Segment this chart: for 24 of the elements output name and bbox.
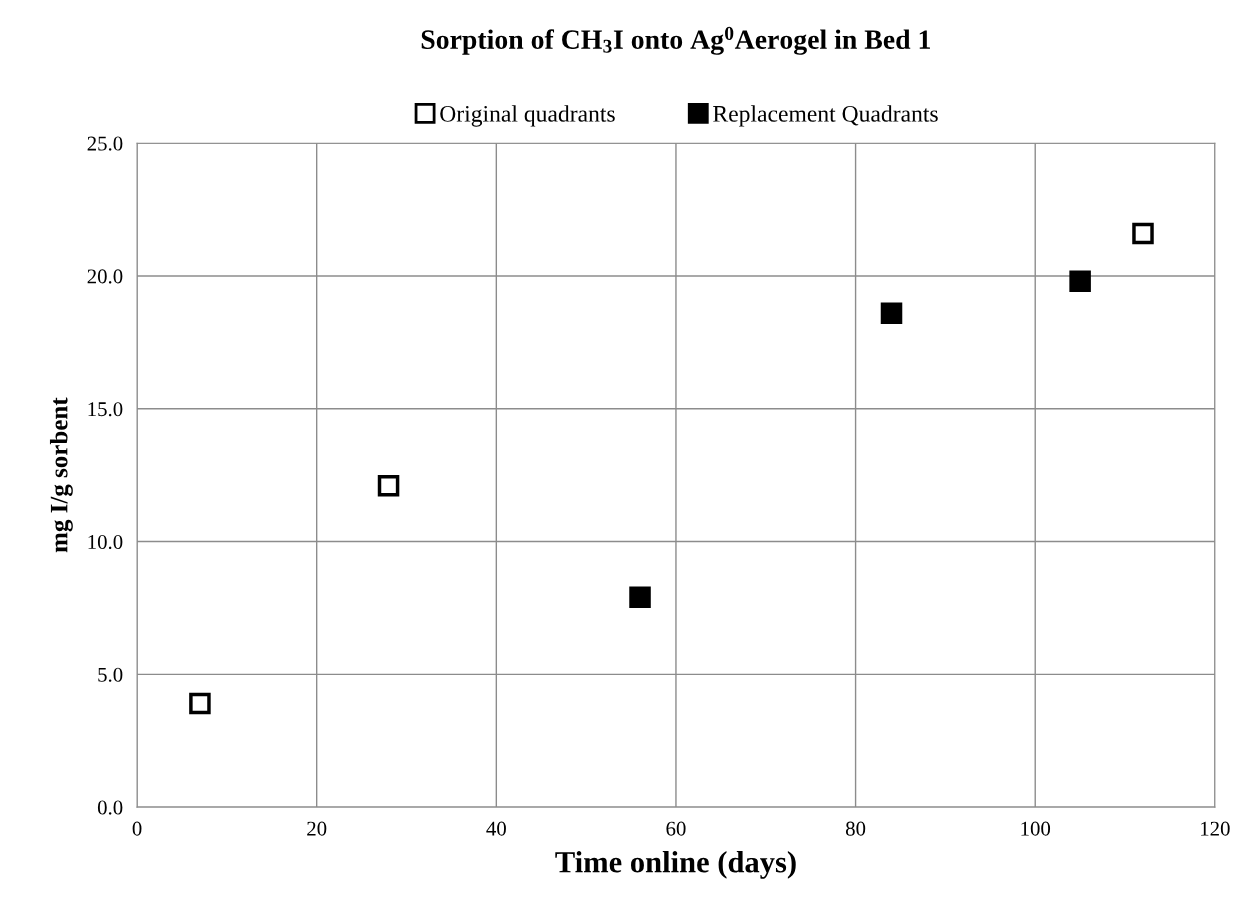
y-tick-label: 20.0 bbox=[87, 269, 123, 284]
x-tick-label: 20 bbox=[307, 821, 327, 836]
x-tick-label: 100 bbox=[1021, 821, 1051, 836]
point bbox=[377, 475, 400, 497]
y-tick-label: 10.0 bbox=[88, 534, 123, 550]
y-tick-label: 0.0 bbox=[97, 800, 123, 815]
x-tick-label: 120 bbox=[1201, 821, 1230, 836]
x-tick-label: 60 bbox=[666, 821, 686, 836]
y-tick-label: 5.0 bbox=[98, 667, 123, 682]
x-axis-title: Time online (days) bbox=[555, 851, 796, 879]
y-axis-title: mg I/g sorbent bbox=[49, 397, 73, 553]
point bbox=[1069, 270, 1091, 293]
point bbox=[880, 302, 903, 324]
point bbox=[189, 692, 211, 715]
y-tick-label: 15.0 bbox=[88, 402, 123, 417]
point bbox=[1132, 222, 1154, 245]
y-tick-label: 25.0 bbox=[87, 136, 123, 151]
x-tick-label: 0 bbox=[132, 821, 142, 836]
chart-title: Sorption of CH$_{3}$I onto Ag$^{0}$Aerogel in Bed 1 bbox=[421, 26, 930, 55]
point bbox=[629, 586, 651, 609]
legend-label: Replacement Quadrants bbox=[713, 105, 938, 127]
x-tick-label: 40 bbox=[486, 821, 506, 836]
x-tick-label: 80 bbox=[845, 821, 866, 836]
legend-label: Original quadrants bbox=[440, 105, 615, 127]
